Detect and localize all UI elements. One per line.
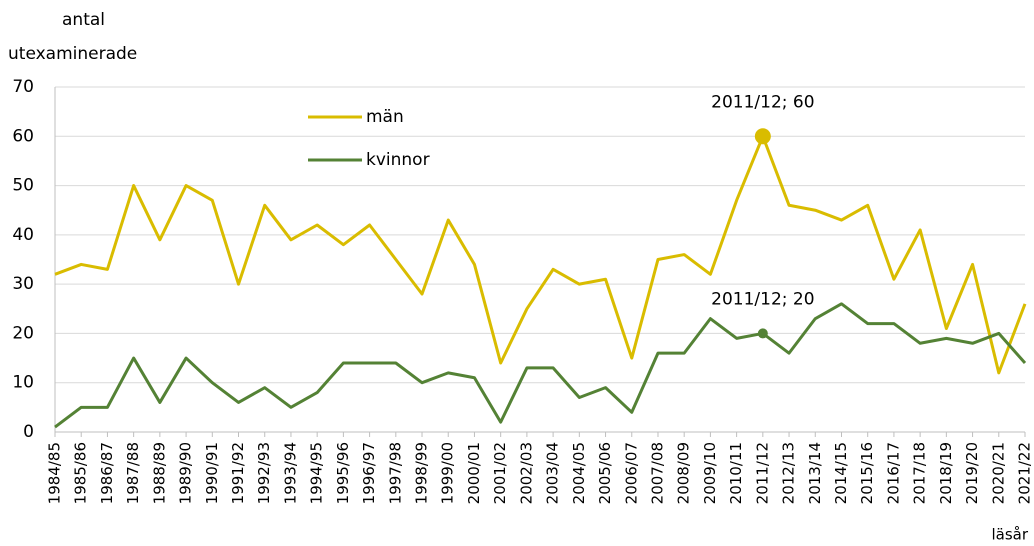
x-tick-label: 2018/19 [937,442,955,504]
y-tick-label: 50 [12,176,34,196]
y-tick-label: 20 [12,323,34,343]
x-tick-label: 2021/22 [1016,442,1034,504]
x-tick-label: 1985/86 [72,442,90,504]
y-tick-label: 10 [12,373,34,393]
x-tick-label: 1997/98 [386,442,404,504]
x-tick-label: 1998/99 [413,442,431,504]
x-tick-label: 2010/11 [727,442,745,504]
legend-label: män [366,107,404,127]
x-tick-label: 2009/10 [701,442,719,504]
x-tick-label: 1984/85 [46,442,64,504]
y-tick-label: 70 [12,77,34,97]
x-tick-label: 2001/02 [491,442,509,504]
y-tick-label: 0 [23,422,34,442]
annotation: 2011/12; 20 [711,289,814,309]
highlight-marker [754,128,771,145]
x-axis-label: läsår [991,526,1028,544]
x-tick-label: 2006/07 [622,442,640,504]
highlight-marker [757,328,768,339]
y-axis-label: antal [62,10,105,30]
x-tick-label: 1990/91 [203,442,221,504]
series-line [54,302,1027,429]
x-tick-label: 2014/15 [832,442,850,504]
x-tick-label: 1993/94 [281,442,299,504]
x-tick-label: 2017/18 [911,442,929,504]
y-tick-label: 60 [12,126,34,146]
legend-label: kvinnor [366,150,430,170]
y-tick-label: 40 [12,225,34,245]
annotation: 2011/12; 60 [711,92,814,112]
y-tick-label: 30 [12,274,34,294]
x-tick-label: 1995/96 [334,442,352,504]
x-tick-label: 2015/16 [858,442,876,504]
x-tick-label: 2008/09 [675,442,693,504]
x-tick-label: 1986/87 [98,442,116,504]
x-tick-label: 2020/21 [989,442,1007,504]
x-tick-label: 2019/20 [963,442,981,504]
x-tick-label: 1989/90 [177,442,195,504]
x-tick-label: 2003/04 [544,442,562,504]
series-line [54,134,1027,375]
x-tick-label: 1987/88 [124,442,142,504]
x-tick-label: 1996/97 [360,442,378,504]
x-tick-label: 1992/93 [255,442,273,504]
x-tick-label: 2000/01 [465,442,483,504]
x-tick-label: 1999/00 [439,442,457,504]
x-tick-label: 2004/05 [570,442,588,504]
x-tick-label: 2016/17 [884,442,902,504]
x-tick-label: 1994/95 [308,442,326,504]
x-tick-label: 2011/12 [753,442,771,504]
x-tick-label: 1988/89 [150,442,168,504]
y-axis-label: utexaminerade [8,44,137,64]
x-tick-label: 2005/06 [596,442,614,504]
x-tick-label: 2013/14 [806,442,824,504]
x-tick-label: 2007/08 [648,442,666,504]
x-tick-label: 2012/13 [780,442,798,504]
x-tick-label: 1991/92 [229,442,247,504]
x-tick-label: 2002/03 [517,442,535,504]
